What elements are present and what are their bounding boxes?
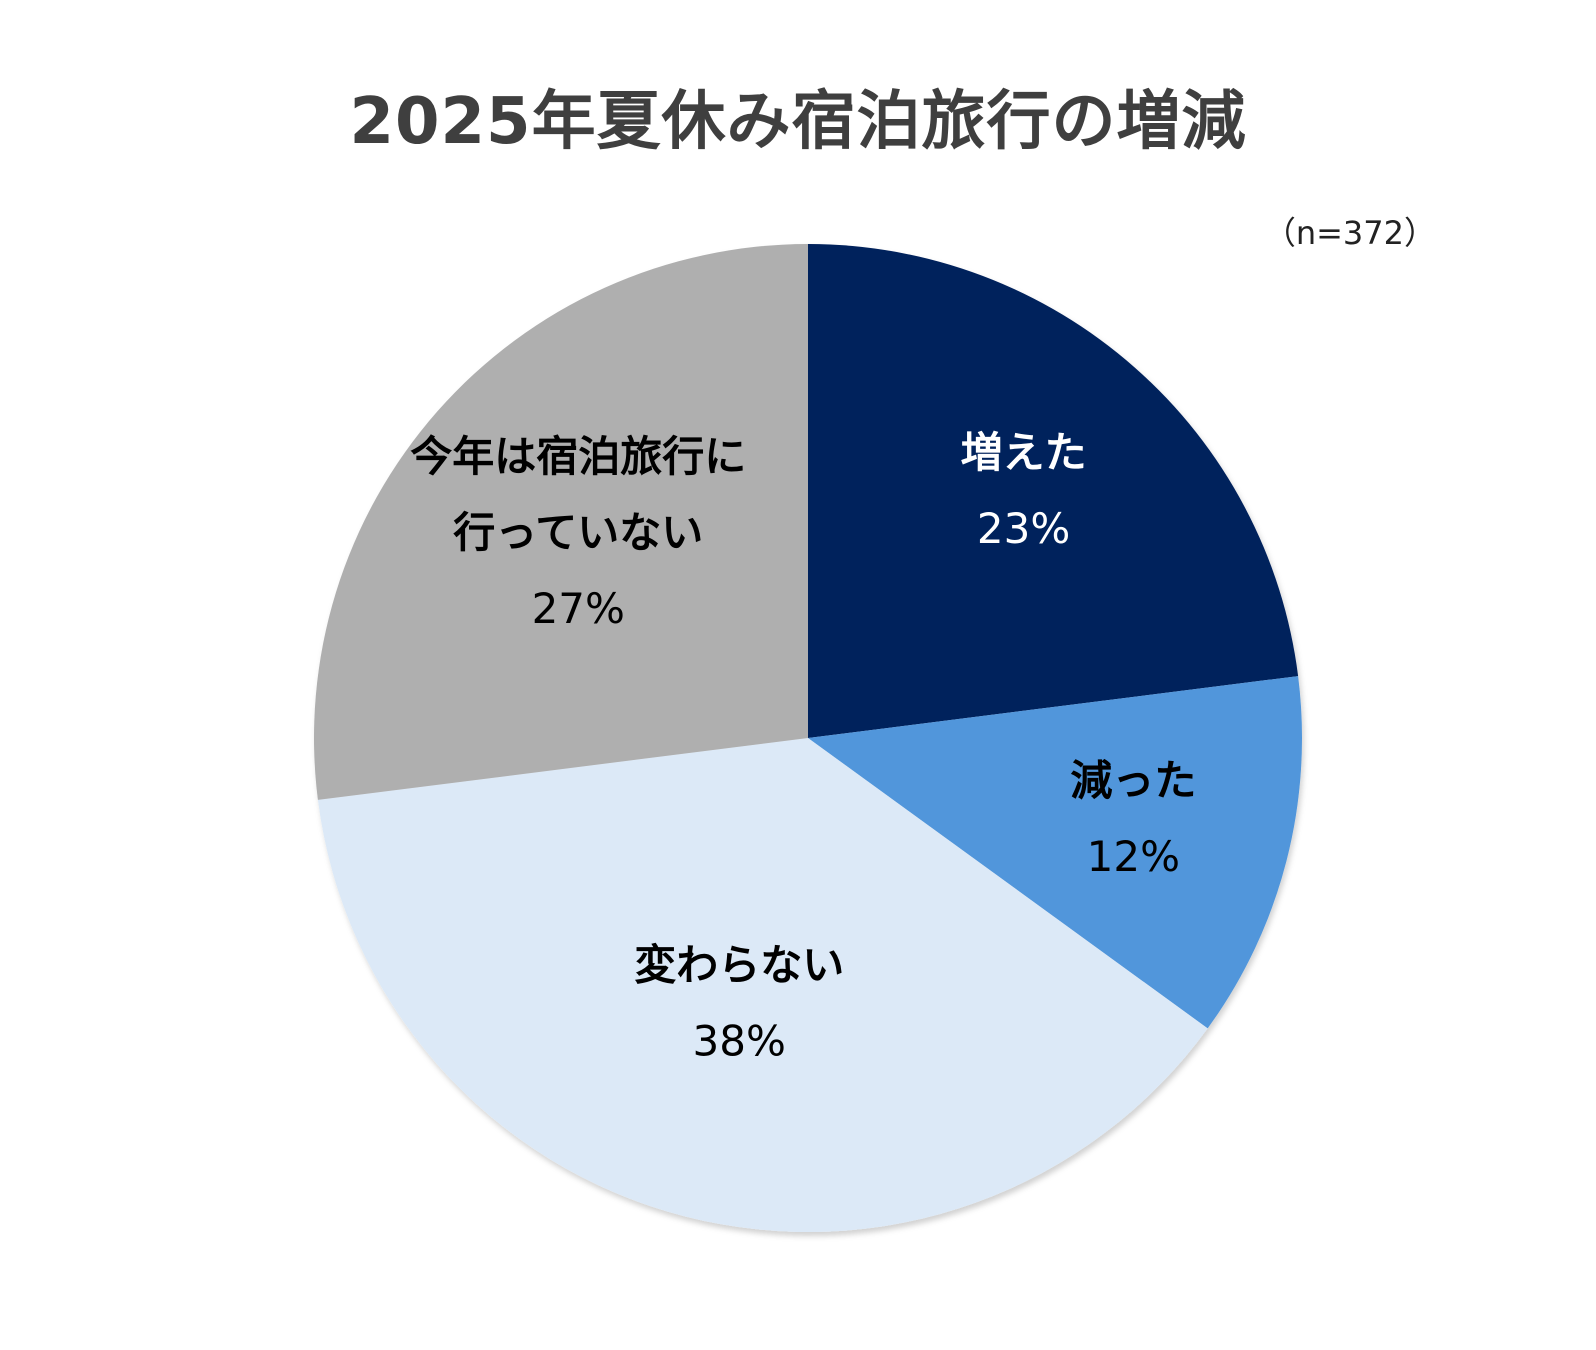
slice-value-4: 27% <box>532 584 625 633</box>
chart-title: 2025年夏休み宿泊旅行の増減 <box>349 85 1247 159</box>
slice-label-4: 今年は宿泊旅行に <box>410 432 746 481</box>
slice-value-2: 12% <box>1087 832 1180 881</box>
sample-size-note: （n=372） <box>1263 214 1436 252</box>
slice-value-3: 38% <box>693 1016 786 1065</box>
slice-value-1: 23% <box>977 504 1070 553</box>
slice-label-4: 行っていない <box>453 508 703 557</box>
pie-slice-4 <box>313 244 808 800</box>
pie-slice-2 <box>808 676 1302 1029</box>
pie-slice-3 <box>317 738 1208 1233</box>
pie-slice-1 <box>808 244 1299 738</box>
slice-label-2: 減った <box>1070 756 1196 805</box>
slice-label-1: 増えた <box>961 428 1087 477</box>
slice-label-3: 変わらない <box>634 940 844 989</box>
